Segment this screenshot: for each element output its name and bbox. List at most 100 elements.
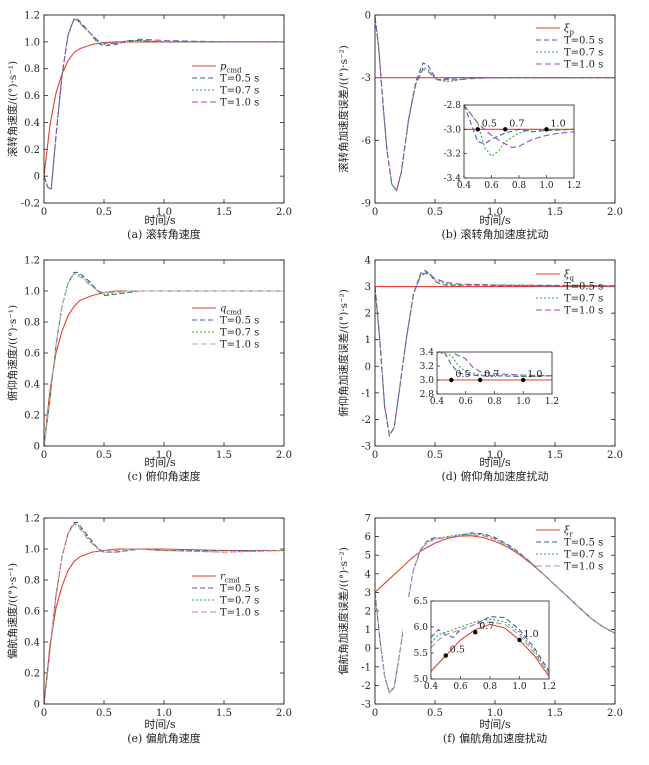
inset-marker-label: 0.5 bbox=[455, 369, 470, 380]
inset-marker-label: 0.7 bbox=[479, 621, 494, 632]
legend: ξpT=0.5 sT=0.7 sT=1.0 s bbox=[536, 24, 603, 71]
series-line-3 bbox=[44, 18, 284, 191]
y-tick-label: 1.0 bbox=[24, 287, 40, 298]
inset-y-tick-label: -3.4 bbox=[444, 174, 462, 184]
y-tick-label: 5 bbox=[365, 551, 371, 562]
x-axis-label: 时间/s bbox=[144, 214, 176, 227]
y-tick-label: 3 bbox=[365, 588, 371, 599]
chart-c: 0 0.5 1.0 1.5 2.0 0 0.2 0.4 0.6 0.8 1.0 1.2 时间/s 俯仰角速… bbox=[6, 256, 292, 484]
inset-series-line-3 bbox=[464, 105, 574, 157]
y-tick-label: 0 bbox=[365, 644, 371, 655]
x-tick-label: 2.0 bbox=[607, 207, 623, 218]
inset-marker-label: 1.0 bbox=[551, 118, 566, 129]
inset-y-tick-label: -3.0 bbox=[444, 125, 462, 135]
legend-label: pcmd bbox=[220, 62, 242, 75]
y-tick-label: 3 bbox=[365, 282, 371, 293]
y-tick-label: 0.4 bbox=[24, 380, 40, 391]
series-line-1 bbox=[44, 548, 284, 704]
inset-series-line-1 bbox=[431, 623, 549, 677]
inset-marker-label: 0.5 bbox=[450, 645, 465, 656]
inset-y-tick-label: 3.0 bbox=[420, 376, 435, 386]
y-tick-label: 0.6 bbox=[24, 91, 40, 102]
inset-x-tick-label: 0.4 bbox=[430, 397, 445, 407]
x-tick-label: 1.5 bbox=[216, 708, 232, 719]
inset-x-tick-label: 1.2 bbox=[567, 181, 581, 191]
legend-label: T=0.5 s bbox=[220, 74, 259, 85]
plot-frame bbox=[43, 517, 285, 705]
inset-y-tick-label: 6.5 bbox=[414, 597, 429, 607]
x-tick-label: 1.5 bbox=[216, 450, 232, 461]
inset-x-tick-label: 0.6 bbox=[484, 181, 499, 191]
plot-frame bbox=[374, 14, 616, 204]
inset-x-tick-label: 1.2 bbox=[542, 682, 556, 692]
inset-marker bbox=[477, 377, 483, 383]
y-tick-label: 2 bbox=[365, 607, 371, 618]
x-tick-label: 2.0 bbox=[607, 708, 623, 719]
inset-series-line-2 bbox=[464, 105, 574, 145]
panel-caption: (e) 偏航角速度 bbox=[127, 731, 201, 745]
legend-label: ξr bbox=[564, 526, 574, 539]
series-line-4 bbox=[375, 534, 615, 694]
inset-y-tick-label: 5.5 bbox=[414, 649, 429, 659]
legend-label: qcmd bbox=[220, 304, 242, 317]
y-tick-label: 4 bbox=[365, 569, 371, 580]
y-tick-label: -2 bbox=[361, 681, 371, 692]
y-axis-label: 偏航角速度/((°)·s⁻¹) bbox=[6, 563, 19, 659]
x-tick-label: 0 bbox=[372, 708, 378, 719]
x-tick-label: 1.0 bbox=[487, 708, 503, 719]
inset-y-tick-label: 2.8 bbox=[420, 390, 435, 400]
y-axis-label: 滚转角加速度误差/((°)·s⁻²) bbox=[337, 45, 350, 173]
inset-marker-label: 0.7 bbox=[509, 118, 524, 129]
series-line-3 bbox=[375, 271, 615, 437]
x-tick-label: 1.5 bbox=[547, 207, 563, 218]
y-tick-label: 1.2 bbox=[24, 514, 40, 525]
inset-x-tick-label: 1.0 bbox=[539, 181, 554, 191]
inset-y-tick-label: 3.4 bbox=[420, 348, 435, 358]
x-tick-label: 0 bbox=[41, 708, 47, 719]
inset-background bbox=[436, 101, 586, 196]
legend-label: T=0.5 s bbox=[564, 282, 603, 293]
inset-x-tick-label: 1.0 bbox=[512, 682, 527, 692]
x-axis-label: 时间/s bbox=[144, 718, 176, 731]
series-line-4 bbox=[375, 17, 615, 192]
y-axis-label: 俯仰角加速度误差/((°)·s⁻²) bbox=[337, 289, 350, 417]
y-tick-label: 1 bbox=[365, 335, 371, 346]
y-tick-label: -3 bbox=[361, 73, 371, 84]
legend: ξrT=0.5 sT=0.7 sT=1.0 s bbox=[536, 526, 603, 573]
x-tick-label: 1.0 bbox=[156, 708, 172, 719]
y-tick-label: 0 bbox=[34, 172, 40, 183]
legend-label: T=0.5 s bbox=[564, 36, 603, 47]
legend-label: T=0.7 s bbox=[220, 328, 259, 339]
x-tick-label: 1.0 bbox=[156, 207, 172, 218]
inset-marker bbox=[449, 377, 454, 383]
inset-marker bbox=[443, 653, 448, 658]
y-axis-label: 偏航角加速度误差/((°)·s⁻²) bbox=[337, 547, 350, 675]
x-tick-label: 0.5 bbox=[427, 708, 443, 719]
inset: 0.4 0.6 0.8 1.0 1.2 2.8 3.0 3.2 3.4 0.5 0.7 1.0 bbox=[409, 348, 564, 412]
legend-label: T=0.5 s bbox=[220, 584, 259, 595]
chart-b: 0 0.5 1.0 1.5 2.0 -9 -6 -3 0 时间/s 滚转角加速度误差/((°)·s⁻… bbox=[337, 11, 623, 242]
inset: 0.4 0.6 0.8 1.0 1.2 -3.4 -3.2 -3.0 -2.8 0.5 0.7 1.0 bbox=[436, 101, 586, 196]
inset-series-line-3 bbox=[431, 618, 549, 675]
x-tick-label: 0.5 bbox=[427, 450, 443, 461]
legend-label: T=0.5 s bbox=[220, 316, 259, 327]
x-tick-label: 0.5 bbox=[427, 207, 443, 218]
x-tick-label: 1.5 bbox=[547, 450, 563, 461]
y-tick-label: 1.2 bbox=[24, 11, 40, 22]
x-tick-label: 1.0 bbox=[487, 207, 503, 218]
series-line-1 bbox=[44, 290, 284, 446]
legend-label: T=0.7 s bbox=[564, 550, 603, 561]
x-tick-label: 2.0 bbox=[276, 450, 292, 461]
x-tick-label: 0.5 bbox=[96, 450, 112, 461]
y-tick-label: 0.8 bbox=[24, 64, 40, 75]
legend-label: T=1.0 s bbox=[564, 562, 603, 573]
inset-series-line-2 bbox=[431, 616, 549, 672]
legend-label: T=0.7 s bbox=[564, 48, 603, 59]
inset-y-tick-label: 5.0 bbox=[414, 675, 429, 685]
series-line-1 bbox=[44, 41, 284, 177]
legend-label: T=0.5 s bbox=[564, 538, 603, 549]
y-tick-label: -9 bbox=[361, 199, 371, 210]
x-tick-label: 1.0 bbox=[487, 450, 503, 461]
